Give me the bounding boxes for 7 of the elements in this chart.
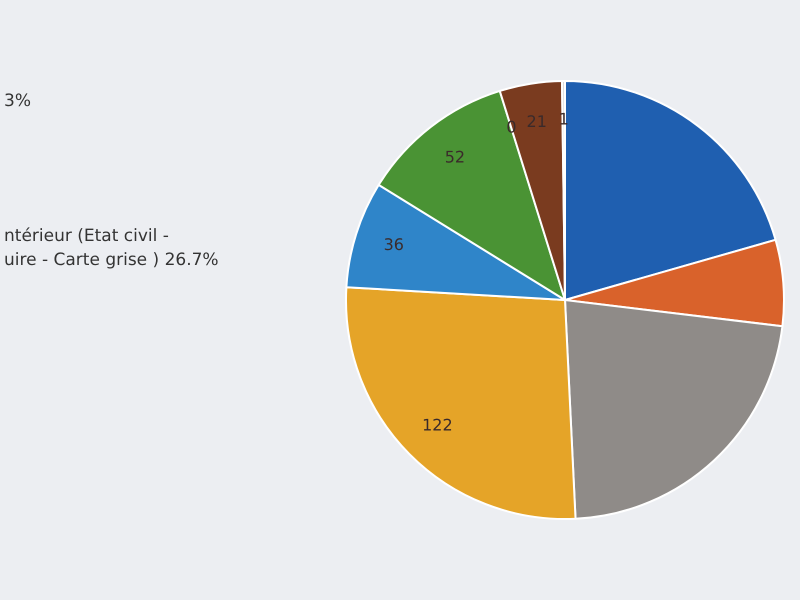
text: 0: [506, 118, 517, 137]
data-label: 21: [526, 112, 547, 131]
text: ntérieur (Etat civil - uire - Carte grise ) 26.7%: [4, 225, 219, 272]
text: 3%: [4, 90, 31, 113]
data-label: 36: [384, 235, 404, 254]
data-label: 52: [444, 147, 466, 166]
data-label: 122: [422, 415, 453, 434]
